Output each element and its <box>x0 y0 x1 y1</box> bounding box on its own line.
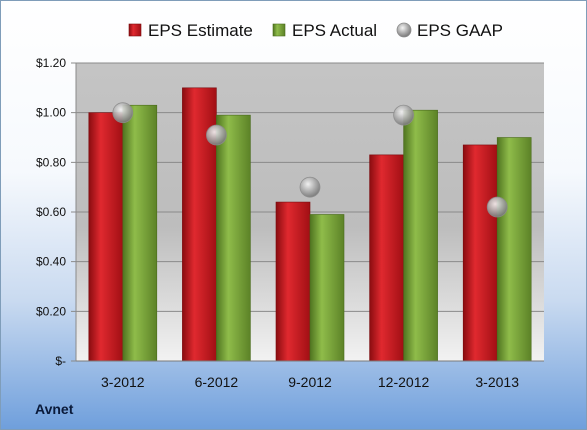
x-axis: 3-2012 6-2012 9-2012 12-2012 3-2013 <box>76 360 544 390</box>
legend: EPS Estimate EPS Actual EPS GAAP <box>128 21 503 40</box>
bar-eps-actual-3-2012 <box>122 104 158 362</box>
legend-swatch-eps-gaap <box>396 22 412 38</box>
y-tick-label: $0.80 <box>36 155 66 169</box>
point-eps-gaap-12-2012 <box>393 104 415 126</box>
y-tick-label: $0.60 <box>36 205 66 219</box>
x-tick-label: 9-2012 <box>288 374 332 390</box>
y-tick-label: $0.40 <box>36 255 66 269</box>
bar-eps-actual-9-2012 <box>309 214 345 362</box>
point-eps-gaap-9-2012 <box>299 176 321 198</box>
point-eps-gaap-3-2013 <box>486 196 508 218</box>
bar-eps-estimate-3-2012 <box>88 112 124 362</box>
x-tick-label: 12-2012 <box>378 374 430 390</box>
y-axis: $- $0.20 $0.40 $0.60 $0.80 $1.00 $1.20 <box>36 56 77 368</box>
bar-eps-estimate-3-2013 <box>462 144 498 362</box>
x-tick-label: 3-2012 <box>101 374 145 390</box>
legend-swatch-eps-estimate <box>128 23 142 37</box>
x-tick-label: 6-2012 <box>195 374 239 390</box>
legend-label-eps-estimate: EPS Estimate <box>148 21 253 40</box>
bar-eps-actual-12-2012 <box>403 109 438 362</box>
bar-eps-actual-6-2012 <box>216 114 251 362</box>
y-tick-label: $- <box>55 354 66 368</box>
legend-swatch-eps-actual <box>272 23 286 37</box>
legend-label-eps-gaap: EPS GAAP <box>417 21 503 40</box>
point-eps-gaap-3-2012 <box>112 102 134 124</box>
legend-label-eps-actual: EPS Actual <box>292 21 377 40</box>
company-label: Avnet <box>35 401 74 417</box>
bar-eps-actual-3-2013 <box>496 137 532 362</box>
y-tick-label: $1.00 <box>36 106 66 120</box>
gaap-points <box>112 102 508 218</box>
y-tick-label: $1.20 <box>36 56 66 70</box>
point-eps-gaap-6-2012 <box>205 124 227 146</box>
x-tick-label: 3-2013 <box>475 374 519 390</box>
bar-eps-estimate-12-2012 <box>369 154 404 362</box>
y-tick-label: $0.20 <box>36 304 66 318</box>
bar-eps-estimate-9-2012 <box>275 201 311 362</box>
